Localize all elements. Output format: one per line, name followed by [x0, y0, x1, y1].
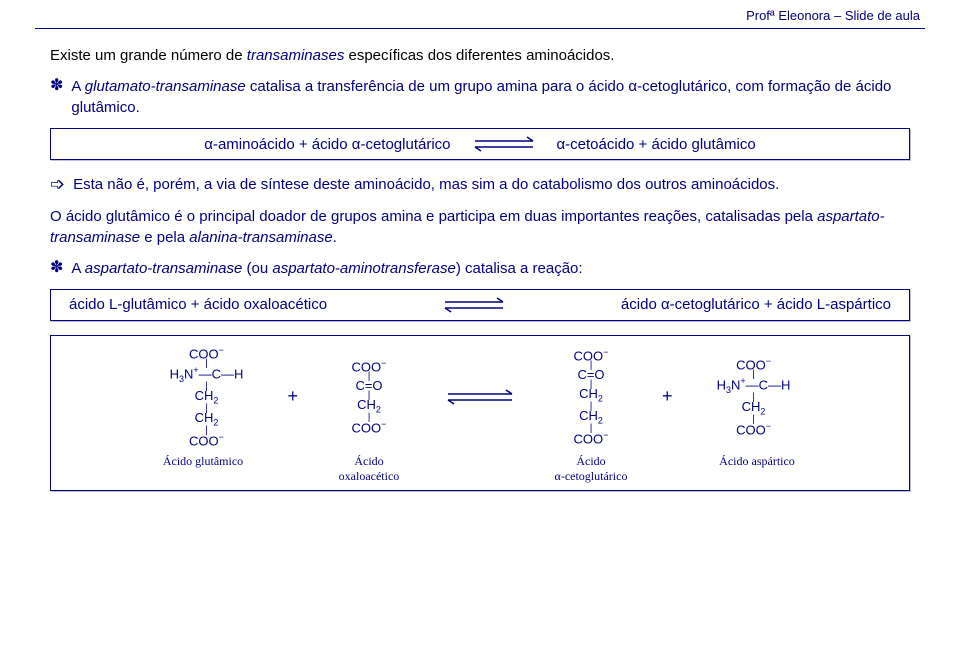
- reversible-arrow-icon: [439, 296, 509, 314]
- p2-mid: e pela: [140, 229, 189, 246]
- intro-pre: Existe um grande número de: [50, 47, 247, 64]
- intro-post: específicas dos diferentes aminoácidos.: [344, 47, 614, 64]
- rxn2-right: ácido α-cetoglutárico + ácido L-aspártic…: [621, 296, 891, 313]
- reversible-arrow-icon: [440, 386, 520, 408]
- intro-em: transaminases: [247, 47, 345, 64]
- slide-header: Profª Eleonora – Slide de aula: [746, 8, 920, 23]
- reaction-box-1: α-aminoácido + ácido α-cetoglutárico α-c…: [50, 128, 910, 160]
- b2-pre: A: [71, 260, 84, 277]
- rxn1-left: α-aminoácido + ácido α-cetoglutárico: [204, 136, 450, 153]
- rxn1-right: α-cetoácido + ácido glutâmico: [557, 136, 756, 153]
- mol-aspartic: COO− | H3N+—C—H | CH2 | COO−: [699, 357, 809, 437]
- b1-mid: catalisa a transferência de um grupo ami…: [246, 78, 629, 95]
- bullet-1: ✽ A glutamato-transaminase catalisa a tr…: [50, 76, 910, 118]
- p2-em2: alanina-transaminase: [189, 229, 332, 246]
- b2-em1: aspartato-transaminase: [85, 260, 243, 277]
- structures-row: COO− | H3N+—C—H | CH2 | CH2 | COO− + COO…: [71, 346, 889, 448]
- b2-post: ) catalisa a reação:: [456, 260, 583, 277]
- b2-mid: (ou: [242, 260, 272, 277]
- al-pre: Esta não é, porém, a via de síntese dest…: [73, 176, 532, 193]
- structures-panel: COO− | H3N+—C—H | CH2 | CH2 | COO− + COO…: [50, 335, 910, 491]
- al-post: dos outros aminoácidos.: [613, 176, 780, 193]
- reaction-box-2: ácido L-glutâmico + ácido oxaloacético á…: [50, 289, 910, 321]
- slide-content: Existe um grande número de transaminases…: [50, 45, 910, 491]
- header-rule: [35, 28, 925, 29]
- reversible-arrow-icon: [469, 135, 539, 153]
- paragraph-2: O ácido glutâmico é o principal doador d…: [50, 206, 910, 248]
- b1-em: glutamato-transaminase: [85, 78, 246, 95]
- mol-oxaloacetate: COO− | C=O | CH2 | COO−: [324, 359, 414, 435]
- label-asp: Ácido aspártico: [702, 454, 812, 484]
- bullet-icon: ✽: [50, 258, 63, 279]
- mol-alpha-ketoglutarate: COO− | C=O | CH2 | CH2 | COO−: [546, 348, 636, 446]
- plus-icon: +: [662, 386, 673, 407]
- p2-post: .: [333, 229, 337, 246]
- b1-pre: A: [71, 78, 84, 95]
- bullet-icon: ✽: [50, 76, 63, 97]
- label-oxa: Ácido oxaloacético: [324, 454, 414, 484]
- plus-icon: +: [287, 386, 298, 407]
- label-glu: Ácido glutâmico: [148, 454, 258, 484]
- arrow-line: ➩ Esta não é, porém, a via de síntese de…: [50, 174, 910, 196]
- b1-alpha: α-cetoglutárico: [628, 78, 727, 95]
- rxn2-left: ácido L-glutâmico + ácido oxaloacético: [69, 296, 327, 313]
- intro-paragraph: Existe um grande número de transaminases…: [50, 45, 910, 66]
- bullet-2: ✽ A aspartato-transaminase (ou aspartato…: [50, 258, 910, 279]
- arrow-icon: ➩: [50, 174, 65, 196]
- b2-em2: aspartato-aminotransferase: [272, 260, 455, 277]
- mol-glutamic: COO− | H3N+—C—H | CH2 | CH2 | COO−: [151, 346, 261, 448]
- structure-labels: Ácido glutâmico Ácido oxaloacético Ácido…: [71, 454, 889, 484]
- label-akg: Ácido α-cetoglutárico: [546, 454, 636, 484]
- p2-pre: O ácido glutâmico é o principal doador d…: [50, 208, 817, 225]
- al-em: catabolismo: [533, 176, 613, 193]
